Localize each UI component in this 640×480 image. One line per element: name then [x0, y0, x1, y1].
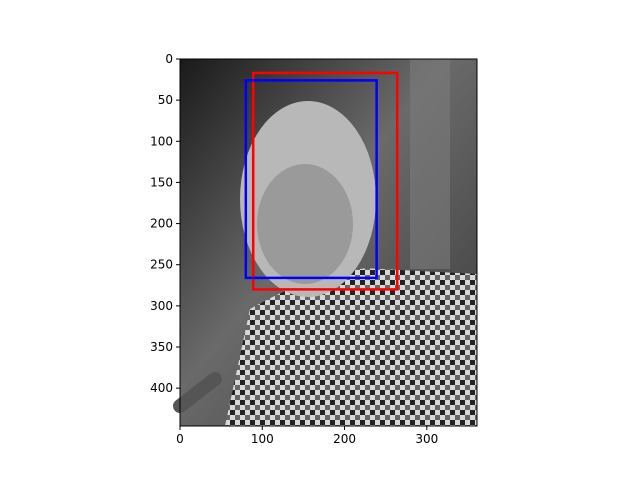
- y-tick-label: 50: [158, 93, 173, 107]
- x-tick-label: 0: [176, 432, 184, 446]
- y-tick-label: 200: [150, 217, 173, 231]
- backdrop-panel: [410, 59, 450, 269]
- photo: [173, 59, 477, 426]
- x-tick-label: 300: [415, 432, 438, 446]
- y-tick-label: 250: [150, 258, 173, 272]
- y-tick-label: 400: [150, 381, 173, 395]
- axes-frame: [179, 58, 478, 427]
- microphone: [173, 372, 222, 413]
- y-tick-label: 100: [150, 134, 173, 148]
- y-tick-label: 0: [165, 52, 173, 66]
- shirt: [225, 268, 477, 426]
- x-tick-label: 100: [251, 432, 274, 446]
- y-tick-label: 150: [150, 175, 173, 189]
- y-tick-label: 300: [150, 299, 173, 313]
- face-shade: [257, 164, 353, 284]
- bounding-box: [244, 79, 378, 280]
- y-tick-label: 350: [150, 340, 173, 354]
- x-tick-label: 200: [333, 432, 356, 446]
- bounding-box: [251, 71, 399, 291]
